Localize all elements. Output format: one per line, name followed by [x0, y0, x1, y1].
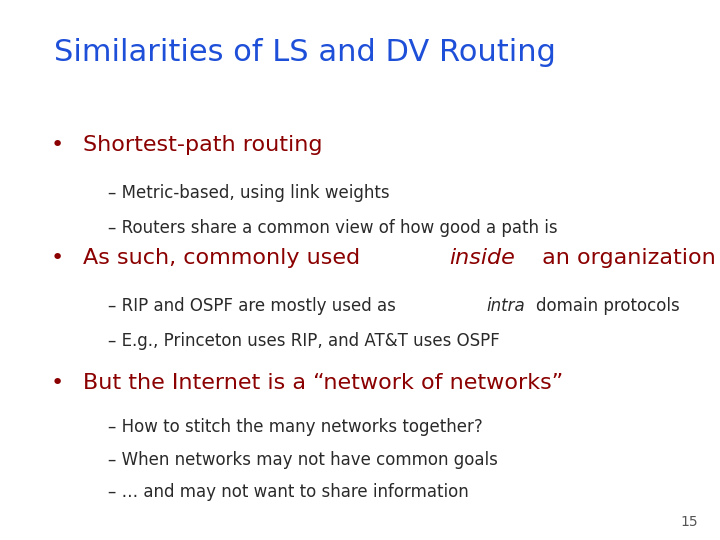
- Text: – RIP and OSPF are mostly used as: – RIP and OSPF are mostly used as: [108, 297, 401, 315]
- Text: Similarities of LS and DV Routing: Similarities of LS and DV Routing: [54, 38, 556, 67]
- Text: – How to stitch the many networks together?: – How to stitch the many networks togeth…: [108, 418, 482, 436]
- Text: •: •: [50, 373, 63, 393]
- Text: inside: inside: [449, 248, 516, 268]
- Text: – … and may not want to share information: – … and may not want to share informatio…: [108, 483, 469, 501]
- Text: – Metric-based, using link weights: – Metric-based, using link weights: [108, 184, 390, 201]
- Text: domain protocols: domain protocols: [536, 297, 680, 315]
- Text: an organization: an organization: [534, 248, 716, 268]
- Text: As such, commonly used: As such, commonly used: [83, 248, 367, 268]
- Text: •: •: [50, 135, 63, 155]
- Text: intra: intra: [486, 297, 525, 315]
- Text: – Routers share a common view of how good a path is: – Routers share a common view of how goo…: [108, 219, 557, 237]
- Text: – E.g., Princeton uses RIP, and AT&T uses OSPF: – E.g., Princeton uses RIP, and AT&T use…: [108, 332, 500, 350]
- Text: – When networks may not have common goals: – When networks may not have common goal…: [108, 451, 498, 469]
- Text: •: •: [50, 248, 63, 268]
- Text: Shortest-path routing: Shortest-path routing: [83, 135, 323, 155]
- Text: But the Internet is a “network of networks”: But the Internet is a “network of networ…: [83, 373, 563, 393]
- Text: 15: 15: [681, 515, 698, 529]
